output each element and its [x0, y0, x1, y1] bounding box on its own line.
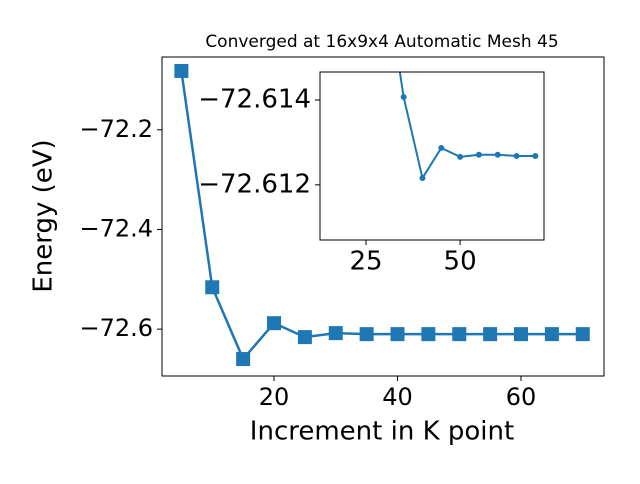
chart-title: Converged at 16x9x4 Automatic Mesh 45 [205, 32, 558, 52]
marker [419, 175, 426, 182]
y-tick-label: −72.2 [79, 115, 153, 143]
marker [205, 280, 220, 295]
marker [174, 63, 189, 78]
marker [575, 327, 590, 342]
marker [494, 151, 501, 158]
marker [236, 352, 251, 367]
marker [438, 144, 445, 151]
x-tick-label: 50 [444, 247, 477, 277]
marker [513, 153, 520, 159]
marker [297, 330, 312, 345]
marker [532, 153, 539, 159]
series [174, 63, 590, 367]
y-tick-label: −72.4 [79, 214, 153, 242]
marker [483, 327, 498, 342]
marker [457, 153, 464, 160]
marker [421, 327, 436, 342]
marker [544, 327, 559, 342]
x-tick-label: 60 [506, 383, 537, 411]
marker [328, 326, 343, 341]
marker [359, 327, 374, 342]
axes-frame [161, 56, 605, 377]
axes-frame [319, 71, 545, 241]
marker [475, 151, 482, 158]
marker [452, 327, 467, 342]
marker [267, 316, 282, 331]
x-tick-label: 25 [349, 247, 382, 277]
marker [514, 327, 529, 342]
x-tick-label: 40 [382, 383, 413, 411]
y-tick-label: −72.612 [198, 169, 311, 199]
x-tick-label: 20 [259, 383, 290, 411]
y-axis-label: Energy (eV) [29, 139, 59, 292]
series [398, 72, 539, 182]
marker [390, 327, 405, 342]
x-axis-label: Increment in K point [250, 417, 514, 447]
y-tick-label: −72.6 [79, 314, 153, 342]
marker [400, 94, 407, 101]
y-tick-label: −72.614 [198, 85, 311, 115]
